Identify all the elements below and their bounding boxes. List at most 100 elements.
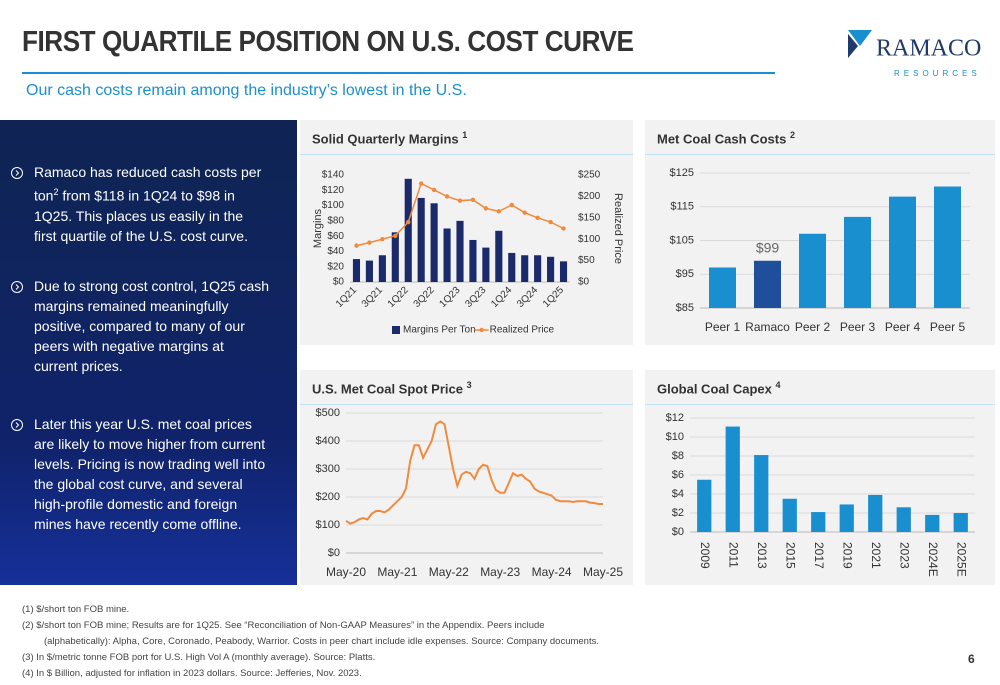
bullet-icon — [11, 419, 23, 431]
y-tick-label: $20 — [327, 261, 344, 272]
y-tick-label: $6 — [672, 469, 684, 481]
x-tick-label: 1Q25 — [541, 284, 566, 309]
legend-swatch — [479, 327, 484, 333]
y-tick-label: $140 — [322, 170, 345, 181]
bar — [482, 247, 490, 282]
logo-icon — [848, 30, 872, 46]
marker — [354, 243, 359, 248]
chart-note: 1 — [462, 130, 468, 140]
footnote: (4) In $ Billion, adjusted for inflation… — [22, 668, 362, 679]
y-tick-label: $85 — [676, 302, 694, 314]
x-tick-label: Peer 5 — [930, 320, 966, 334]
x-tick-label: 2023 — [898, 542, 912, 569]
bullet-text: Ramaco has reduced cash costs per ton — [34, 164, 262, 204]
bullet-text: from $118 in 1Q24 to $98 in 1Q25. This p… — [34, 187, 248, 244]
bullet: Due to strong cost control, 1Q25 cash ma… — [34, 278, 270, 374]
x-tick-label: 2025E — [955, 542, 969, 577]
logo-icon — [848, 34, 858, 58]
x-tick-label: 3Q23 — [463, 284, 488, 309]
bar — [495, 230, 503, 282]
chart-rule — [645, 404, 995, 405]
y-tick-label: $40 — [327, 246, 344, 257]
y-tick-label: $120 — [322, 185, 345, 196]
x-tick-label: 3Q21 — [360, 284, 385, 309]
marker — [535, 215, 540, 220]
bar — [725, 426, 740, 532]
bar — [754, 260, 781, 308]
bar — [430, 203, 438, 282]
bar — [378, 255, 386, 282]
y-tick-label: $95 — [676, 268, 694, 280]
chart-rule — [300, 154, 633, 155]
y-tick-label: $12 — [666, 412, 684, 424]
y-axis-label: Margins — [312, 208, 324, 248]
marker — [367, 240, 372, 245]
bar — [469, 239, 477, 282]
chart-title-text: Met Coal Cash Costs — [657, 131, 787, 147]
y-tick-label: $80 — [327, 215, 344, 226]
bar — [417, 197, 425, 282]
logo: RAMACO RESOURCES — [848, 30, 981, 78]
marker — [548, 219, 553, 225]
marker — [470, 197, 476, 203]
x-tick-label: 3Q24 — [515, 284, 540, 309]
footnote: (3) In $/metric tonne FOB port for U.S. … — [22, 652, 376, 663]
y-tick-label: $200 — [316, 491, 340, 503]
bullet-note: 2 — [53, 187, 59, 197]
marker — [393, 233, 398, 238]
chart-panel: U.S. Met Coal Spot Price 3 $0 $100 $200 $30… — [300, 370, 633, 585]
bar — [365, 260, 373, 282]
y-tick-label: $4 — [672, 488, 684, 500]
footnote: (alphabetically): Alpha, Core, Coronado,… — [44, 636, 599, 647]
marker — [457, 198, 463, 203]
legend-swatch — [392, 326, 400, 334]
chart-note: 2 — [789, 130, 795, 140]
y-tick-label: $105 — [670, 234, 694, 246]
bar — [521, 255, 529, 282]
logo-text: RAMACO — [876, 36, 981, 62]
x-tick-label: 1Q24 — [489, 284, 514, 309]
bar — [839, 504, 854, 532]
marker — [522, 210, 527, 215]
y-tick-label: $100 — [316, 519, 340, 531]
x-tick-label: 3Q22 — [412, 284, 437, 309]
bar — [559, 261, 568, 282]
chart-title: U.S. Met Coal Spot Price 3 — [312, 380, 472, 396]
x-tick-label: 2024E — [926, 542, 940, 577]
slide-title: FIRST QUARTILE POSITION ON U.S. COST CUR… — [22, 26, 634, 58]
x-tick-label: Peer 3 — [840, 320, 876, 334]
bar — [456, 220, 464, 282]
bar — [443, 228, 451, 282]
x-tick-label: Peer 1 — [705, 320, 741, 334]
marker — [418, 181, 424, 186]
y-tick-label: $0 — [333, 277, 345, 288]
page-number: 6 — [968, 652, 975, 666]
x-tick-label: 2009 — [698, 542, 712, 569]
y-tick-label: $300 — [316, 463, 340, 475]
marker — [509, 202, 514, 208]
x-tick-label: 1Q22 — [386, 284, 411, 309]
y-tick-label: $125 — [670, 167, 694, 179]
y2-axis-label: Realized Price — [612, 193, 624, 264]
chart-title-text: U.S. Met Coal Spot Price — [312, 381, 463, 397]
bar — [799, 233, 826, 308]
bullet: Later this year U.S. met coal prices are… — [34, 416, 266, 532]
bar — [508, 252, 516, 282]
footnote: (1) $/short ton FOB mine. — [22, 604, 130, 615]
chart-note: 4 — [775, 380, 781, 390]
footnote: (2) $/short ton FOB mine; Results are fo… — [22, 620, 545, 631]
chart: $0 $100 $200 $300 $400 $500 May-20 May-21 May-22… — [316, 407, 624, 579]
line — [345, 420, 603, 525]
y-tick-label: $0 — [672, 526, 684, 538]
chart-rule — [300, 404, 633, 405]
y-tick-label: $10 — [666, 431, 684, 443]
y2-tick-label: $0 — [578, 277, 590, 288]
y2-tick-label: $200 — [578, 191, 601, 202]
marker — [561, 226, 566, 231]
bar — [889, 196, 916, 308]
chart-title: Met Coal Cash Costs 2 — [657, 130, 795, 146]
x-tick-label: 2011 — [727, 542, 741, 568]
value-label: $99 — [756, 239, 780, 255]
x-tick-label: Ramaco — [745, 320, 790, 334]
x-tick-label: May-23 — [480, 565, 520, 579]
